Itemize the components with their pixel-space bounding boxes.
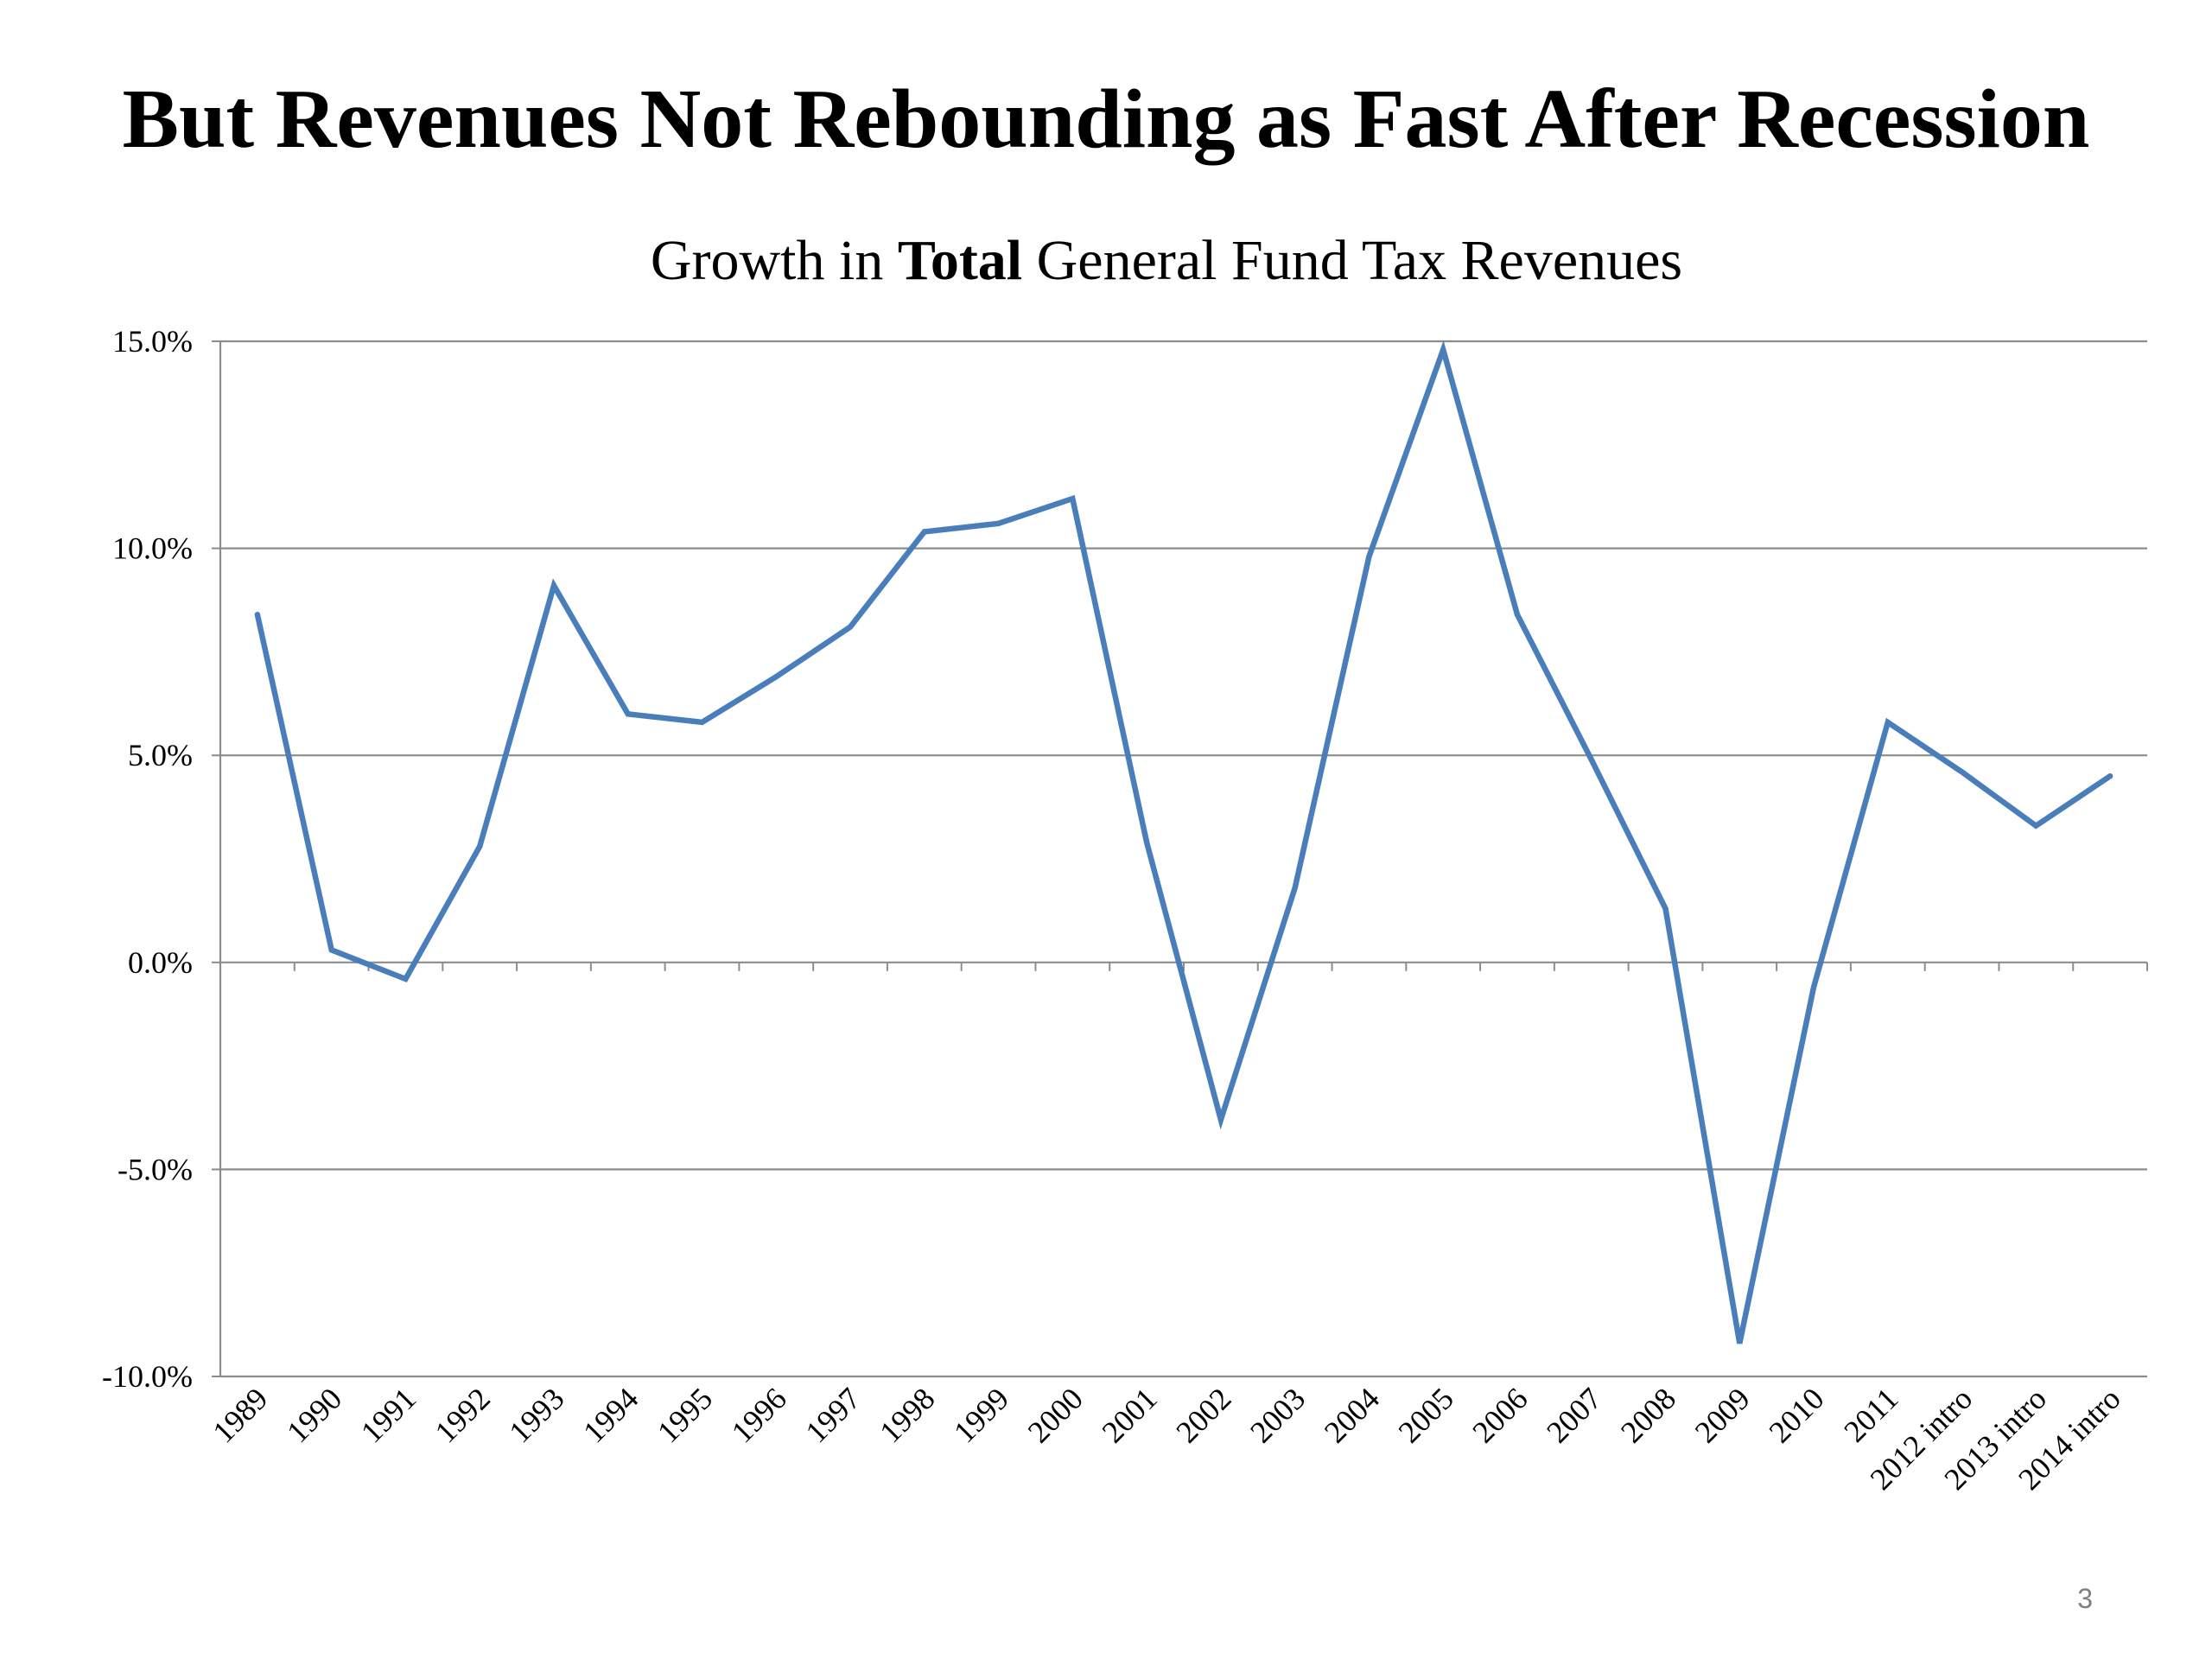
x-tick-label: 2000 bbox=[1021, 1381, 1090, 1449]
y-tick-label: 0.0% bbox=[128, 945, 193, 980]
slide-title: But Revenues Not Rebounding as Fast Afte… bbox=[122, 73, 2090, 166]
x-tick-label: 2008 bbox=[1614, 1381, 1682, 1449]
x-tick-label: 2011 bbox=[1837, 1381, 1904, 1448]
page-number: 3 bbox=[2077, 1583, 2093, 1614]
x-tick-label: 2007 bbox=[1540, 1381, 1608, 1449]
y-tick-label: -10.0% bbox=[102, 1359, 193, 1394]
y-tick-label: 15.0% bbox=[112, 324, 193, 359]
series-line bbox=[254, 340, 2113, 1344]
y-tick-label: 10.0% bbox=[112, 531, 193, 566]
chart-title: Growth in Total General Fund Tax Revenue… bbox=[0, 226, 2212, 296]
x-tick-label: 1989 bbox=[206, 1381, 274, 1449]
chart-title-prefix: Growth in bbox=[650, 229, 898, 292]
x-tick-label: 1995 bbox=[651, 1381, 719, 1449]
x-tick-label: 1996 bbox=[725, 1381, 793, 1449]
x-tick-label: 1997 bbox=[798, 1381, 867, 1449]
x-tick-label: 2004 bbox=[1318, 1381, 1386, 1449]
x-tick-label: 1990 bbox=[280, 1381, 348, 1449]
x-tick-label: 2002 bbox=[1169, 1381, 1237, 1449]
x-tick-label: 1992 bbox=[429, 1381, 497, 1449]
x-tick-label: 2001 bbox=[1096, 1381, 1164, 1449]
x-tick-label: 2006 bbox=[1465, 1381, 1534, 1449]
x-tick-label: 1999 bbox=[947, 1381, 1015, 1449]
x-tick-label: 2005 bbox=[1392, 1381, 1460, 1449]
x-tick-label: 2009 bbox=[1688, 1381, 1757, 1449]
chart-title-suffix: General Fund Tax Revenues bbox=[1022, 229, 1683, 292]
x-tick-label: 1991 bbox=[354, 1381, 423, 1449]
x-tick-label: 1994 bbox=[576, 1381, 645, 1449]
y-tick-label: -5.0% bbox=[118, 1152, 193, 1186]
y-tick-label: 5.0% bbox=[128, 738, 193, 772]
chart-title-bold: Total bbox=[897, 229, 1023, 292]
x-tick-label: 2010 bbox=[1762, 1381, 1830, 1449]
x-tick-label: 1998 bbox=[873, 1381, 941, 1449]
x-tick-label: 1993 bbox=[502, 1381, 570, 1449]
x-tick-label: 2003 bbox=[1243, 1381, 1312, 1449]
